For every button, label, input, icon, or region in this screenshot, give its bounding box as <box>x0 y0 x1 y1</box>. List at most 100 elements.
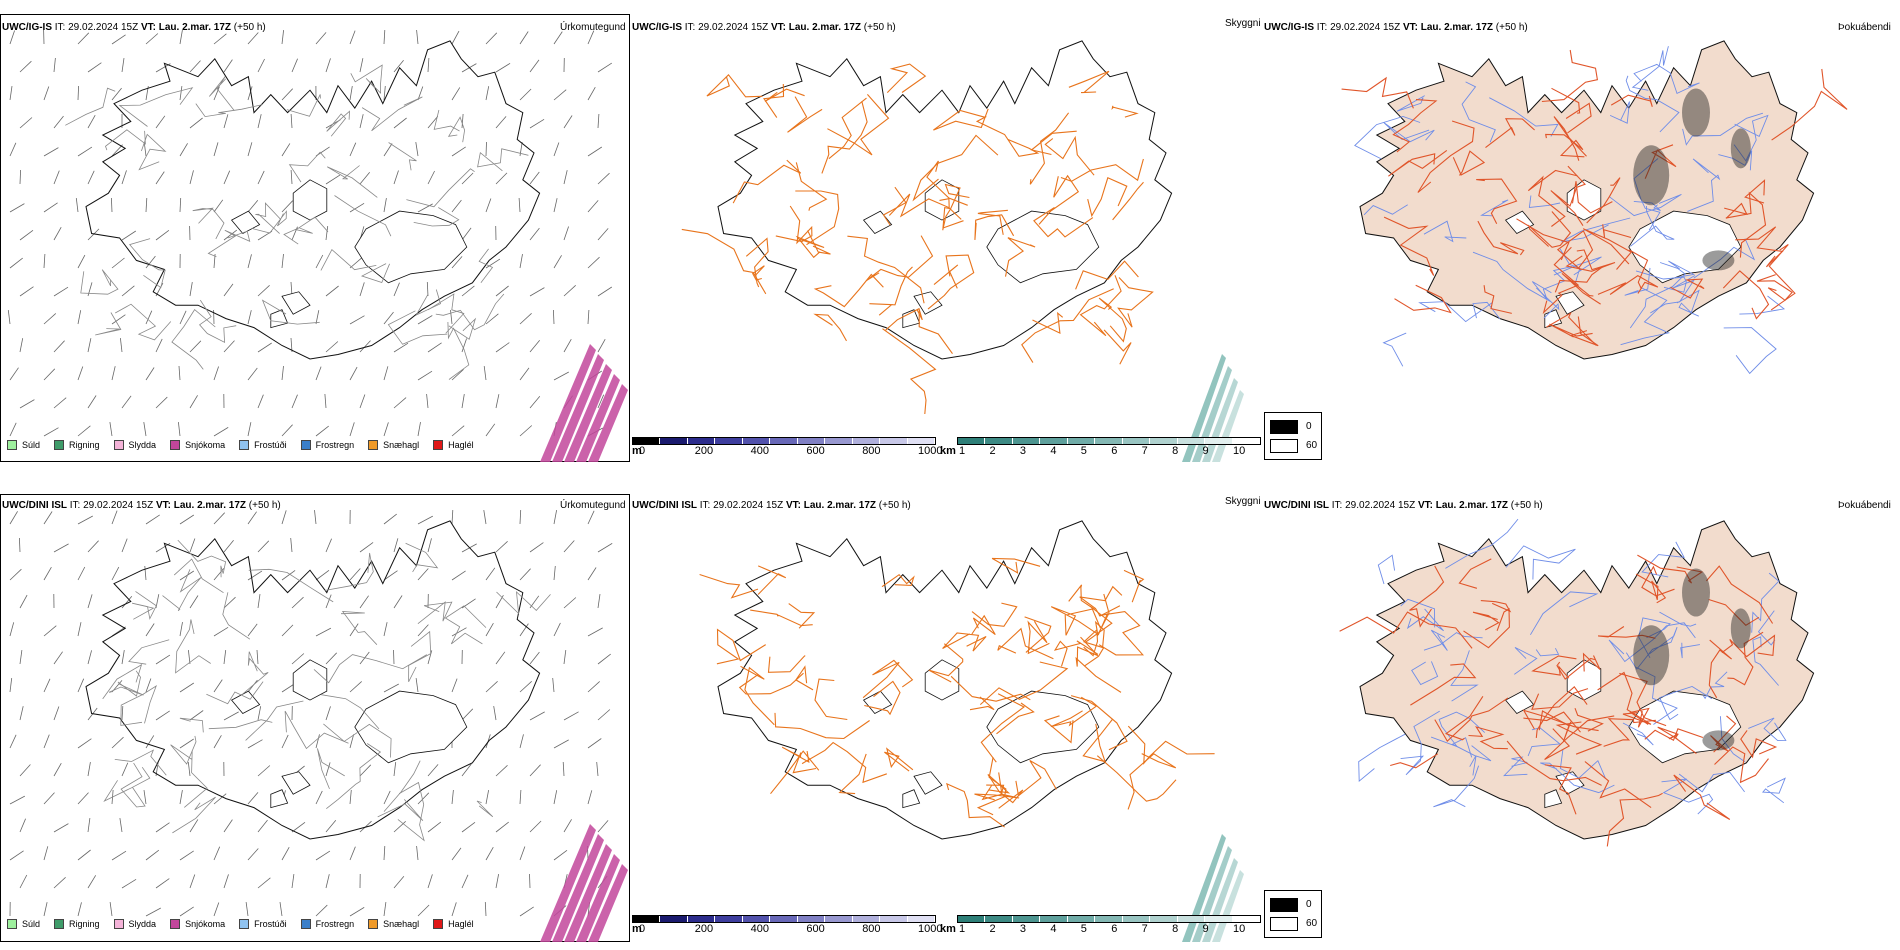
map-group <box>699 520 1244 942</box>
terrain-line <box>206 681 264 705</box>
wind-barb <box>325 819 337 833</box>
road-line <box>1657 726 1697 755</box>
wind-barb <box>77 146 93 157</box>
fog-legend-1: 0 60 <box>1264 412 1322 460</box>
terrain-line <box>448 317 477 340</box>
road-line <box>781 746 817 774</box>
road-line <box>1390 753 1438 769</box>
wind-barb <box>461 227 472 241</box>
wind-barb <box>87 395 97 409</box>
river-line <box>1633 200 1661 212</box>
wind-barb <box>383 422 389 437</box>
road-line <box>946 782 1005 828</box>
wind-barb <box>145 907 161 917</box>
wind-barb <box>9 422 17 437</box>
colorbar-tick-label: 7 <box>1141 923 1148 935</box>
precip-legend-swatch <box>368 440 379 450</box>
wind-barb <box>597 394 605 409</box>
wind-barb <box>483 510 487 525</box>
wind-barb <box>451 902 457 917</box>
road-line <box>1409 565 1445 628</box>
wind-barb <box>19 818 26 833</box>
terrain-line <box>283 216 329 245</box>
wind-barb <box>213 626 229 637</box>
river-line <box>1553 256 1602 276</box>
road-line <box>933 108 989 131</box>
river-line <box>1680 642 1700 659</box>
road-line <box>1597 275 1659 295</box>
road-line <box>1394 284 1452 314</box>
road-line <box>757 565 787 595</box>
wind-barb <box>426 393 429 409</box>
model-name: UWC/DINI ISL <box>2 500 67 511</box>
river-line <box>1514 646 1538 675</box>
road-line <box>1727 631 1764 686</box>
river-line <box>1608 622 1696 663</box>
glacier-outline <box>281 771 311 795</box>
wind-barb <box>529 339 541 353</box>
wind-barb <box>485 681 498 693</box>
wind-barb <box>213 366 219 381</box>
colorbar-segment <box>715 916 743 922</box>
wind-barb <box>111 566 120 581</box>
wind-barb <box>451 789 454 805</box>
wind-barb <box>189 340 202 353</box>
colorbar-tick-label: 2 <box>989 923 996 935</box>
wind-barb <box>553 790 558 805</box>
wind-barb <box>325 58 331 73</box>
terrain-line <box>138 133 167 171</box>
terrain-line <box>115 303 172 341</box>
terrain-line <box>103 766 151 802</box>
wind-barb <box>19 229 34 241</box>
wind-barb <box>257 540 270 553</box>
road-line <box>1067 584 1096 616</box>
glacier-outline <box>1544 309 1563 329</box>
wind-barb <box>349 30 356 45</box>
terrain-line <box>177 539 227 578</box>
wind-barb <box>427 874 433 889</box>
terrain-line <box>172 796 216 834</box>
wind-barb <box>179 906 194 917</box>
road-line <box>795 665 814 691</box>
precip-legend-swatch <box>113 919 124 929</box>
terrain-line <box>477 148 529 172</box>
wind-barb <box>461 874 469 889</box>
terrain-line <box>313 654 428 684</box>
road-line <box>1087 177 1128 218</box>
wind-barb <box>417 904 430 917</box>
wind-barb <box>451 627 467 637</box>
it-value: 29.02.2024 15Z <box>83 500 154 511</box>
wind-barb <box>563 819 572 833</box>
wind-barb <box>19 650 23 665</box>
road-line <box>1673 774 1731 820</box>
wind-barb <box>77 622 82 637</box>
colorbar-segment <box>880 438 908 444</box>
terrain-line <box>245 700 304 741</box>
terrain-line <box>195 103 263 118</box>
wind-barb <box>461 763 472 777</box>
wind-barb <box>19 399 35 409</box>
precip-legend-swatch <box>433 440 444 450</box>
wind-barb <box>291 394 298 409</box>
road-line <box>1388 149 1448 177</box>
road-line <box>1111 105 1139 118</box>
lead-time: (+50 h) <box>233 22 266 33</box>
terrain-line <box>192 207 225 240</box>
low-visibility-band <box>1182 354 1226 462</box>
wind-barb <box>597 339 606 353</box>
wind-barb <box>461 598 476 609</box>
wind-barb <box>213 427 229 437</box>
fog-legend-light-label: 60 <box>1306 440 1318 451</box>
precip-legend-item: Slydda <box>113 919 156 929</box>
glacier-outline <box>270 309 289 329</box>
terrain-line <box>324 552 374 591</box>
wind-barb <box>461 172 474 185</box>
wind-barb <box>325 285 339 297</box>
wind-barb <box>43 253 46 269</box>
wind-barb <box>155 710 170 721</box>
wind-barb <box>325 226 329 241</box>
road-line <box>1597 671 1652 725</box>
wind-barb <box>281 734 289 749</box>
precip-legend-label: Snjókoma <box>185 440 226 450</box>
road-line <box>1033 207 1094 238</box>
